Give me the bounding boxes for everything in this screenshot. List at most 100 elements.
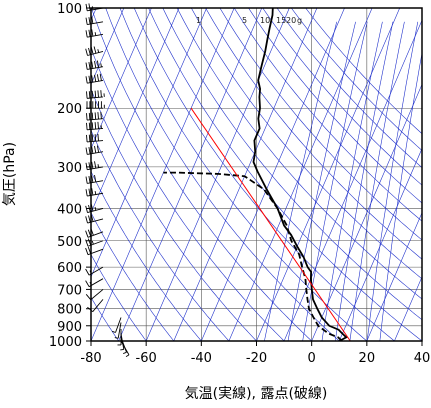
- barb-flag: [94, 174, 97, 183]
- wind-barb: [85, 174, 104, 184]
- barb-flag: [85, 147, 88, 155]
- y-tick-label: 1000: [49, 335, 82, 350]
- barb-flag: [85, 62, 88, 70]
- axes: 1 5 10 15 20 g-80 -60 -40 -20 0 20 4010020030040050…: [49, 2, 430, 366]
- barb-staff: [87, 140, 104, 143]
- isotherm-line: [91, 8, 235, 341]
- barb-staff: [117, 322, 122, 339]
- barb-half-flag: [120, 348, 124, 351]
- barb-flag: [97, 112, 99, 120]
- barb-flag: [86, 122, 88, 130]
- barb-staff: [87, 118, 104, 121]
- barb-half-flag: [123, 351, 127, 354]
- wind-barb: [112, 317, 122, 333]
- x-tick-label: -40: [191, 351, 212, 366]
- wind-barb: [120, 340, 130, 357]
- barb-flag: [85, 230, 89, 238]
- mixing-ratio-line: [366, 21, 419, 341]
- wind-barb: [85, 278, 104, 288]
- mixing-ratio-label: 1: [196, 16, 201, 25]
- dry-adiabat: [91, 170, 202, 341]
- isotherm-line: [283, 19, 422, 341]
- barb-flag: [86, 134, 88, 142]
- wind-barb: [85, 246, 104, 256]
- wind-barb: [85, 145, 104, 155]
- isotherm-line: [91, 8, 125, 86]
- barb-flag: [85, 176, 88, 184]
- barb-flag: [88, 91, 91, 99]
- barb-flag: [99, 73, 102, 81]
- barb-flag: [88, 162, 91, 170]
- isotherm-line: [201, 8, 345, 341]
- isotherm-line: [311, 83, 422, 341]
- wind-barb: [86, 90, 105, 99]
- isotherm-line: [118, 8, 263, 341]
- barb-flag: [91, 75, 94, 83]
- dry-adiabat: [191, 8, 422, 280]
- mixing-ratio-line: [264, 21, 337, 341]
- x-tick-label: 40: [414, 351, 431, 366]
- barb-flag: [94, 122, 97, 130]
- barb-flag: [85, 280, 90, 287]
- isotherm-line: [173, 8, 318, 341]
- y-axis-title: 気圧(hPa): [2, 142, 18, 206]
- wind-barb: [85, 16, 104, 26]
- dry-adiabat: [305, 8, 422, 135]
- barb-staff: [90, 289, 104, 301]
- barb-staff: [87, 128, 104, 131]
- barb-flag: [85, 30, 88, 38]
- barb-flag: [91, 16, 94, 24]
- barb-flag: [94, 145, 97, 154]
- isotherm-line: [91, 8, 207, 278]
- barb-flag: [87, 306, 93, 313]
- dry-adiabat: [91, 129, 230, 341]
- dry-adiabat: [148, 8, 422, 341]
- barb-half-flag: [94, 206, 97, 211]
- barb-flag: [88, 17, 91, 25]
- barb-flag: [97, 133, 99, 141]
- barb-flag: [97, 90, 99, 98]
- isotherm-line: [421, 340, 422, 341]
- barb-half-flag: [125, 354, 130, 357]
- dry-adiabat: [91, 212, 175, 341]
- dry-adiabat: [91, 296, 119, 341]
- y-tick-label: 200: [57, 102, 82, 117]
- wind-barb: [86, 121, 104, 131]
- barb-flag: [88, 3, 91, 11]
- barb-half-flag: [91, 240, 94, 245]
- barb-flag: [96, 145, 100, 153]
- dry-adiabat: [91, 254, 147, 341]
- barb-flag: [88, 47, 91, 55]
- barb-flag: [96, 74, 100, 82]
- dry-adiabat: [91, 88, 257, 341]
- dry-adiabat: [276, 8, 422, 168]
- temperature-line: [252, 8, 348, 341]
- wind-barb: [85, 73, 104, 84]
- dry-adiabat: [248, 8, 422, 204]
- barb-flag: [94, 112, 97, 120]
- wind-barb: [86, 133, 104, 143]
- barb-flag: [91, 61, 94, 69]
- wind-barb: [85, 188, 104, 197]
- barb-flag: [94, 74, 97, 82]
- barb-flag: [85, 294, 92, 301]
- mixing-ratio-line: [349, 21, 405, 341]
- wind-barb: [86, 101, 105, 109]
- isotherm-line: [394, 276, 422, 341]
- barb-flag: [88, 29, 91, 37]
- dry-adiabat: [119, 8, 368, 341]
- wind-barb: [85, 289, 104, 301]
- dry-adiabat: [205, 8, 422, 260]
- x-tick-label: -80: [80, 351, 101, 366]
- barb-flag: [91, 112, 94, 120]
- barb-half-flag: [100, 63, 102, 68]
- isotherm-line: [91, 8, 152, 150]
- barb-flag: [91, 146, 94, 154]
- barb-staff: [87, 96, 104, 99]
- barb-flag: [94, 60, 97, 69]
- barb-flag: [86, 91, 88, 99]
- mixing-ratio-label: 5: [242, 16, 247, 25]
- isotherm-line: [91, 8, 180, 214]
- barb-half-flag: [97, 49, 100, 53]
- isotherm-line: [366, 211, 422, 341]
